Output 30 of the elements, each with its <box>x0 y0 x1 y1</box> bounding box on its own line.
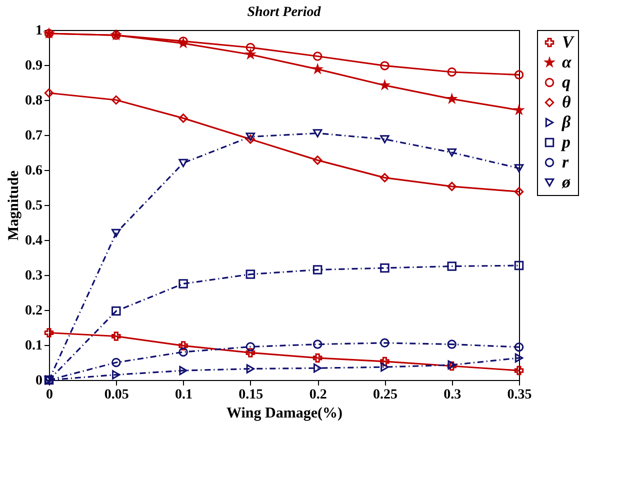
x-tick-label: 0.25 <box>372 388 398 402</box>
legend-label: q <box>562 72 571 92</box>
y-tick-label: 0.1 <box>25 338 42 354</box>
y-tick-label: 0.5 <box>25 198 42 214</box>
y-tick-label: 0.6 <box>25 164 42 178</box>
legend-label: ø <box>561 172 571 192</box>
y-tick-label: 0 <box>36 374 42 388</box>
x-tick-label: 0.15 <box>238 388 264 402</box>
y-tick-label: 0.4 <box>25 234 42 248</box>
x-tick-label: 0.35 <box>507 388 532 402</box>
y-tick-label: 0.8 <box>25 94 42 108</box>
x-tick-label: 0.1 <box>175 388 193 402</box>
y-tick-label: 0.2 <box>25 304 42 318</box>
x-tick-label: 0.3 <box>444 388 462 402</box>
x-tick-label: 0.2 <box>309 388 327 402</box>
y-tick-label: 0.9 <box>25 58 42 74</box>
legend-label: β <box>561 112 571 132</box>
x-tick-label: 0 <box>46 388 53 402</box>
legend-label: α <box>562 52 572 72</box>
y-tick-label: 1 <box>36 24 42 38</box>
legend-label: θ <box>562 92 571 112</box>
y-tick-label: 0.3 <box>25 268 42 284</box>
legend-label: p <box>560 132 570 152</box>
y-axis-title: Magnitude <box>6 170 22 241</box>
x-tick-label: 0.05 <box>104 388 129 402</box>
chart-title: Short Period <box>247 5 322 20</box>
legend-label: V <box>562 32 575 52</box>
x-axis-title: Wing Damage(%) <box>226 406 342 422</box>
legend-label: r <box>562 152 569 172</box>
y-tick-label: 0.7 <box>25 128 42 144</box>
